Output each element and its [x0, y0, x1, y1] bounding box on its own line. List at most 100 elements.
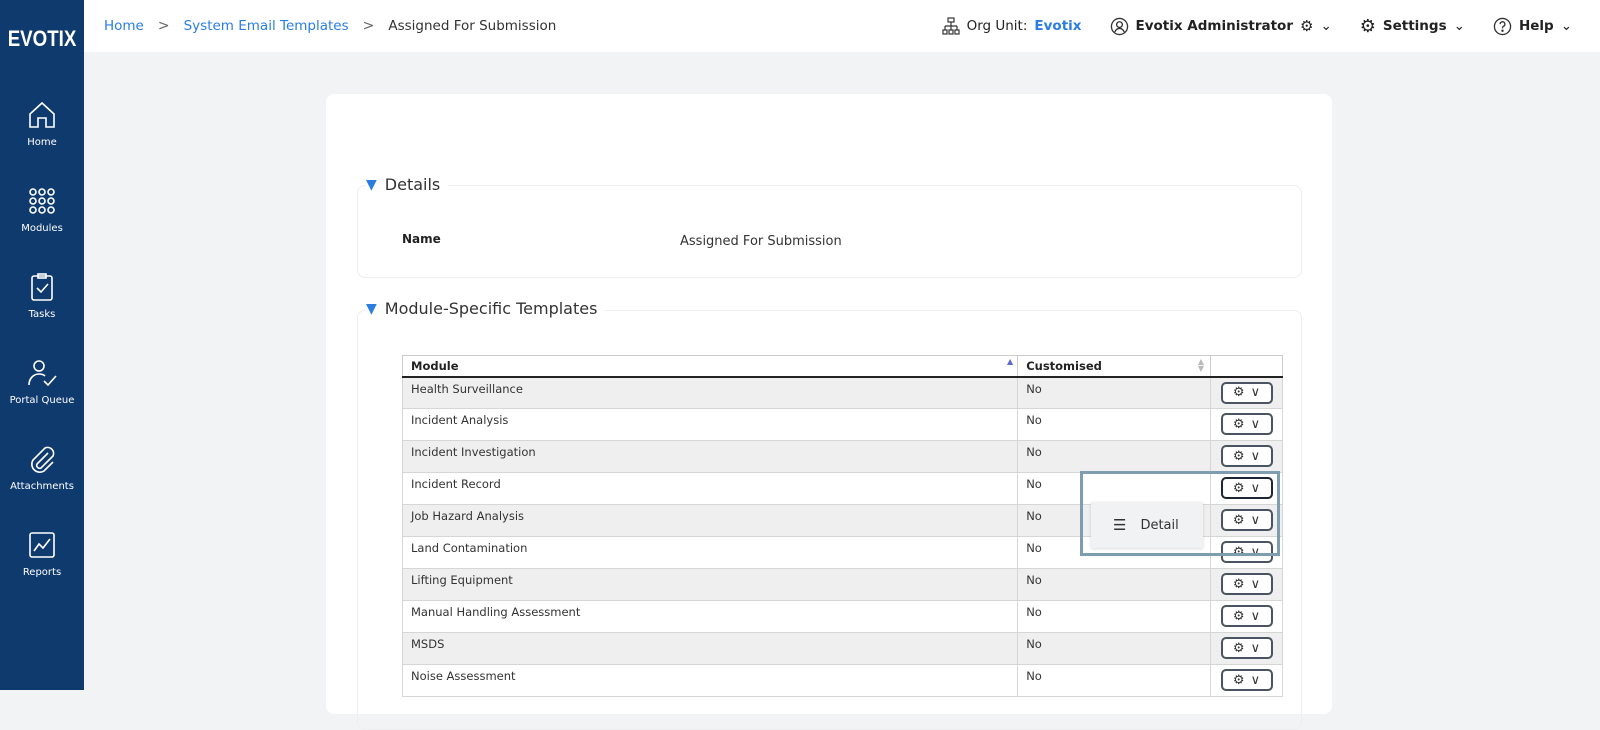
- row-actions-button[interactable]: ⚙ ∨: [1220, 413, 1273, 435]
- table-row: MSDS No ⚙ ∨: [401, 632, 1283, 665]
- paperclip-icon: [31, 446, 55, 473]
- column-actions: [1210, 355, 1283, 378]
- gear-icon: ⚙: [1232, 480, 1245, 496]
- breadcrumb-system-email-templates[interactable]: System Email Templates: [183, 18, 349, 34]
- sidebar-item-label: Attachments: [10, 480, 74, 492]
- sidebar-item-home[interactable]: Home: [0, 78, 84, 164]
- gears-icon: ⚙: [1299, 17, 1314, 35]
- user-menu[interactable]: Evotix Administrator ⚙ ⌄: [1110, 17, 1332, 36]
- breadcrumb-current: Assigned For Submission: [388, 18, 557, 34]
- org-unit[interactable]: Org Unit: Evotix: [941, 17, 1082, 35]
- name-value: Assigned For Submission: [680, 234, 842, 249]
- sidebar-item-tasks[interactable]: Tasks: [0, 250, 84, 336]
- sidebar-item-attachments[interactable]: Attachments: [0, 422, 84, 508]
- chevron-down-icon: ∨: [1250, 512, 1261, 528]
- customised-cell: No: [1017, 472, 1212, 505]
- actions-cell: ⚙ ∨: [1210, 664, 1283, 697]
- row-actions-button[interactable]: ⚙ ∨: [1220, 541, 1273, 563]
- chevron-right-icon: >: [362, 18, 375, 34]
- chevron-down-icon: ⌄: [1453, 18, 1465, 34]
- gear-icon: ⚙: [1232, 576, 1245, 592]
- module-cell: Manual Handling Assessment: [401, 600, 1019, 633]
- gear-icon: ⚙: [1232, 608, 1245, 624]
- chevron-down-icon: ∨: [1250, 385, 1261, 400]
- clipboard-check-icon: [31, 272, 53, 301]
- name-label: Name: [402, 232, 441, 246]
- module-cell: Lifting Equipment: [401, 568, 1019, 601]
- table-row: Noise Assessment No ⚙ ∨: [401, 664, 1283, 697]
- actions-cell: ⚙ ∨: [1210, 600, 1283, 633]
- customised-cell: No: [1017, 376, 1212, 409]
- row-actions-button[interactable]: ⚙ ∨: [1220, 509, 1273, 531]
- customised-cell: No: [1017, 664, 1212, 697]
- user-check-icon: [28, 359, 57, 386]
- sidebar-item-reports[interactable]: Reports: [0, 508, 84, 594]
- templates-section: Module ▲ Customised ▲ ▼ Health Surveillance…: [357, 310, 1302, 730]
- settings-menu[interactable]: ⚙ Settings ⌄: [1360, 16, 1465, 37]
- top-bar: Home > System Email Templates > Assigned…: [84, 0, 1600, 52]
- table-row: Incident Record No ⚙ ∨: [401, 472, 1283, 505]
- chevron-down-icon: ∨: [1250, 576, 1261, 592]
- chevron-down-icon: ∨: [1250, 640, 1261, 656]
- actions-cell: ⚙ ∨: [1210, 632, 1283, 665]
- templates-header[interactable]: ▼ Module-Specific Templates: [366, 299, 606, 318]
- gear-icon: ⚙: [1232, 512, 1245, 528]
- module-cell: Incident Record: [401, 472, 1019, 505]
- sidebar-item-modules[interactable]: Modules: [0, 164, 84, 250]
- templates-table: Module ▲ Customised ▲ ▼ Health Surveillance…: [401, 355, 1283, 697]
- row-actions-button[interactable]: ⚙ ∨: [1220, 381, 1273, 404]
- evotix-logo: EVOTIX: [7, 26, 77, 51]
- row-actions-button[interactable]: ⚙ ∨: [1220, 477, 1273, 499]
- chevron-down-icon: ∨: [1250, 448, 1261, 464]
- module-cell: MSDS: [401, 632, 1019, 665]
- help-menu[interactable]: Help ⌄: [1493, 17, 1572, 36]
- actions-cell: ⚙ ∨: [1210, 408, 1283, 441]
- row-actions-button[interactable]: ⚙ ∨: [1220, 669, 1273, 691]
- module-cell: Health Surveillance: [401, 376, 1019, 409]
- chart-icon: [29, 531, 55, 558]
- settings-label: Settings: [1382, 18, 1447, 34]
- org-unit-label: Org Unit:: [966, 18, 1028, 34]
- customised-cell: No: [1017, 568, 1212, 601]
- user-circle-icon: [1110, 17, 1128, 35]
- row-actions-button[interactable]: ⚙ ∨: [1220, 573, 1273, 595]
- breadcrumb-home[interactable]: Home: [104, 18, 144, 34]
- column-module[interactable]: Module ▲: [401, 355, 1019, 378]
- column-customised[interactable]: Customised ▲ ▼: [1017, 355, 1212, 378]
- chevron-down-icon: ⌄: [1320, 18, 1332, 34]
- gear-icon: ⚙: [1232, 385, 1245, 400]
- sidebar-item-portal-queue[interactable]: Portal Queue: [0, 336, 84, 422]
- details-header[interactable]: ▼ Details: [366, 175, 449, 194]
- actions-cell: ⚙ ∨: [1210, 440, 1283, 473]
- row-actions-button[interactable]: ⚙ ∨: [1220, 605, 1273, 627]
- row-actions-button[interactable]: ⚙ ∨: [1220, 637, 1273, 659]
- chevron-down-icon: ∨: [1250, 608, 1261, 624]
- user-name: Evotix Administrator: [1135, 18, 1293, 34]
- chevron-down-icon: ⌄: [1560, 18, 1572, 34]
- column-module-label: Module: [411, 358, 459, 373]
- column-customised-label: Customised: [1026, 358, 1102, 373]
- menu-item-detail[interactable]: ☰ Detail: [1091, 502, 1203, 548]
- table-row: Health Surveillance No ⚙ ∨: [401, 376, 1283, 409]
- sidebar: EVOTIX Home Modules Tasks Portal Queue A…: [0, 0, 84, 690]
- gear-icon: ⚙: [1232, 448, 1245, 464]
- home-icon: [29, 101, 55, 128]
- customised-cell: No: [1017, 600, 1212, 633]
- actions-cell: ⚙ ∨: [1210, 568, 1283, 601]
- table-row: Incident Investigation No ⚙ ∨: [401, 440, 1283, 473]
- grid-icon: [29, 187, 55, 214]
- chevron-right-icon: >: [157, 18, 170, 34]
- menu-item-label: Detail: [1140, 517, 1179, 533]
- help-icon: [1493, 17, 1512, 35]
- gear-icon: ⚙: [1232, 544, 1245, 560]
- org-unit-value: Evotix: [1034, 18, 1082, 34]
- chevron-down-icon: ∨: [1250, 480, 1261, 496]
- customised-cell: No: [1017, 440, 1212, 473]
- table-row: Lifting Equipment No ⚙ ∨: [401, 568, 1283, 601]
- table-row: Manual Handling Assessment No ⚙ ∨: [401, 600, 1283, 633]
- module-cell: Incident Investigation: [401, 440, 1019, 473]
- chevron-down-icon: ∨: [1250, 672, 1261, 688]
- row-actions-button[interactable]: ⚙ ∨: [1220, 445, 1273, 467]
- org-chart-icon: [941, 17, 960, 35]
- customised-cell: No: [1017, 408, 1212, 441]
